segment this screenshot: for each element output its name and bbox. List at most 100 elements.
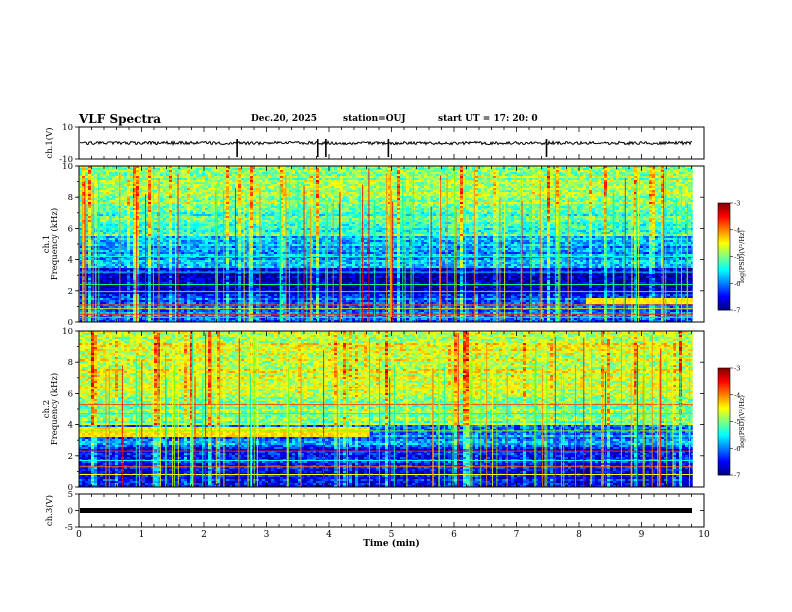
ch1-spectrogram-cell (190, 174, 193, 176)
ch1-spectrogram-cell (658, 174, 661, 176)
ch1-spectrogram-cell (679, 174, 682, 176)
ch1-spectrogram-cell (277, 172, 280, 174)
ch1-spectrogram-cell (466, 170, 469, 172)
ch1-spectrogram-cell (376, 172, 379, 174)
ch1-spectrogram-cell (214, 172, 217, 174)
ch1-spectrogram-cell (211, 176, 214, 178)
ch1-spectrogram-cell (166, 172, 169, 174)
ch1-spectrogram-cell (586, 172, 589, 174)
ch1-spectrogram-cell (280, 168, 283, 170)
ch1-spectrogram-cell (145, 176, 148, 178)
ch1-spectrogram-cell (571, 170, 574, 172)
ch1-spectrogram-cell (211, 168, 214, 170)
ch1-spectrogram-cell (250, 168, 253, 170)
ch1-spectrogram-cell (178, 172, 181, 174)
ch1-spectrogram-cell (202, 172, 205, 174)
ch1-spectrogram-cell (190, 176, 193, 178)
ch1-spectrogram-cell (82, 174, 85, 176)
ch1-spectrogram-cell (529, 168, 532, 170)
ch1-spectrogram-cell (154, 176, 157, 178)
ch1-spectrogram-cell (673, 174, 676, 176)
ch1-spectrogram-cell (139, 172, 142, 174)
ch1-spectrogram-cell (529, 174, 532, 176)
ch1-spectrogram-cell (652, 168, 655, 170)
ch1-spectrogram-cell (163, 168, 166, 170)
ch1-spectrogram-cell (415, 170, 418, 172)
ch1-spectrogram-cell (442, 168, 445, 170)
ch1-spectrogram-cell (490, 172, 493, 174)
ch1-spectrogram-cell (241, 172, 244, 174)
ch1-spectrogram-cell (646, 168, 649, 170)
ch1-spectrogram-cell (343, 174, 346, 176)
ch1-spectrogram-cell (655, 168, 658, 170)
ch1-spectrogram-cell (649, 172, 652, 174)
ch1-spectrogram-cell (688, 168, 691, 170)
ch1-spectrogram-cell (613, 174, 616, 176)
ch1-spectrogram-cell (292, 172, 295, 174)
ch1-spectrogram-cell (238, 168, 241, 170)
ch1-spectrogram-cell (193, 172, 196, 174)
ch1-spectrogram-cell (403, 168, 406, 170)
ch1-spectrogram-cell (481, 168, 484, 170)
ch1-spectrogram-cell (136, 168, 139, 170)
ch1-spectrogram-cell (562, 172, 565, 174)
ch1-spectrogram-cell (223, 176, 226, 178)
ch1-spectrogram-cell (661, 170, 664, 172)
ch1-spectrogram-cell (535, 172, 538, 174)
ch1-spectrogram-cell (283, 170, 286, 172)
ch1-spectrogram-cell (229, 170, 232, 172)
ch1-spectrogram-cell (112, 168, 115, 170)
ch1-spectrogram-cell (148, 170, 151, 172)
ch1-spectrogram-cell (148, 176, 151, 178)
ch1-spectrogram-cell (658, 168, 661, 170)
ch1-spectrogram-cell (307, 174, 310, 176)
ch1-spectrogram-cell (418, 172, 421, 174)
ch1-spectrogram-cell (259, 174, 262, 176)
ch1-spectrogram-cell (427, 172, 430, 174)
ch1-spectrogram-cell (352, 174, 355, 176)
ch1-spectrogram-cell (349, 174, 352, 176)
ch1-spectrogram-cell (673, 168, 676, 170)
ch1-spectrogram-cell (409, 174, 412, 176)
ch1-spectrogram-cell (676, 174, 679, 176)
ch1-spectrogram-cell (184, 168, 187, 170)
ch1-spectrogram-cell (148, 172, 151, 174)
ch1-spectrogram-cell (499, 168, 502, 170)
ch1-spectrogram-cell (559, 170, 562, 172)
ch1-spectrogram-cell (334, 174, 337, 176)
ch1-spectrogram-cell (205, 176, 208, 178)
ch1-spectrogram-cell (529, 170, 532, 172)
ch1-spectrogram-cell (292, 174, 295, 176)
ch1-spectrogram-cell (226, 174, 229, 176)
ch1-spectrogram-cell (136, 174, 139, 176)
ch1-spectrogram-cell (352, 168, 355, 170)
ch1-spectrogram-cell (370, 170, 373, 172)
ch1-spectrogram-cell (196, 168, 199, 170)
ch1-spectrogram-cell (685, 174, 688, 176)
ch1-spectrogram-cell (316, 174, 319, 176)
ch1-spectrogram-cell (421, 168, 424, 170)
ch1-spectrogram-cell (598, 172, 601, 174)
ch1-spectrogram-cell (235, 174, 238, 176)
ch1-spectrogram-cell (265, 172, 268, 174)
ch1-spectrogram-cell (586, 170, 589, 172)
ch1-spectrogram-cell (217, 176, 220, 178)
ch1-spectrogram-cell (526, 172, 529, 174)
ch1-spectrogram-cell (688, 174, 691, 176)
ch1-spectrogram-cell (124, 172, 127, 174)
ch1-spectrogram-cell (430, 174, 433, 176)
ch1-spectrogram-cell (256, 168, 259, 170)
ch1-spectrogram-cell (256, 174, 259, 176)
ch1-spectrogram-cell (184, 174, 187, 176)
ch1-spectrogram-cell (316, 170, 319, 172)
ch1-spectrogram-cell (577, 170, 580, 172)
ch1-spectrogram-cell (151, 168, 154, 170)
ch1-spectrogram-cell (100, 172, 103, 174)
ch1-spectrogram-cell (394, 174, 397, 176)
ch1-spectrogram-cell (103, 172, 106, 174)
ch1-spectrogram-cell (505, 174, 508, 176)
ch1-spectrogram-cell (610, 168, 613, 170)
ch1-spectrogram-cell (88, 168, 91, 170)
ch1-spectrogram-cell (202, 170, 205, 172)
ch1-spectrogram-cell (499, 174, 502, 176)
